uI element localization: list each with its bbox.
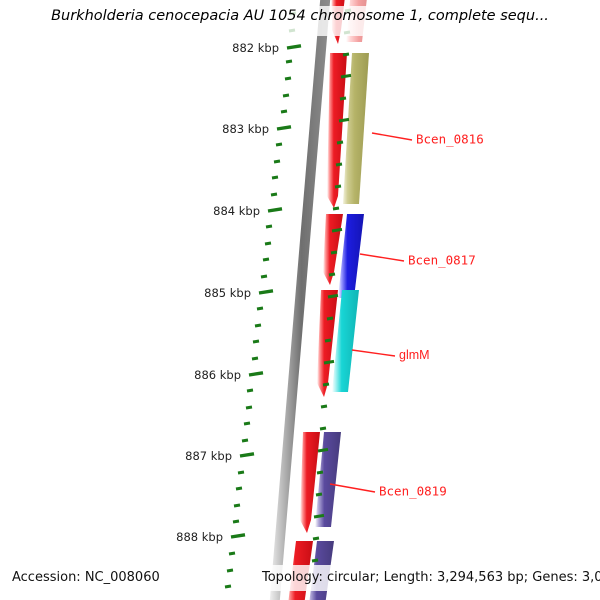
axis-tick-inner (319, 426, 327, 431)
axis-tick-label: 883 kbp (222, 122, 269, 136)
axis-tick-minor (273, 159, 281, 164)
axis-tick-minor (256, 306, 264, 311)
chromosome-backbone[interactable] (269, 0, 331, 600)
axis-tick-minor (232, 519, 240, 524)
axis-tick-inner (330, 250, 338, 255)
feature-leader-line (371, 132, 413, 141)
axis-tick-inner (317, 447, 329, 453)
axis-tick-inner (311, 558, 319, 563)
axis-tick-inner (336, 140, 344, 145)
feature-label[interactable]: Bcen_0816 (416, 131, 484, 147)
axis-tick-minor (284, 76, 292, 81)
axis-tick-inner (320, 404, 328, 409)
axis-tick-minor (264, 241, 272, 246)
axis-tick-inner (331, 227, 343, 233)
accession-text: Accession: NC_008060 (12, 570, 160, 585)
feature-leader-lines (329, 132, 413, 493)
axis-tick-label: 885 kbp (204, 286, 251, 300)
axis-tick-minor (245, 405, 253, 410)
axis-tick-label: 887 kbp (185, 449, 232, 463)
genome-summary-text: Topology: circular; Length: 3,294,563 bp… (262, 570, 600, 585)
axis-tick-minor (280, 109, 288, 114)
axis-tick-major (267, 207, 283, 213)
title-backdrop (0, 6, 600, 36)
axis-tick-minor (224, 584, 232, 589)
axis-tick-minor (246, 388, 254, 393)
feature-label[interactable]: Bcen_0819 (379, 483, 447, 499)
axis-tick-minor (285, 59, 293, 64)
axis-tick-inner (340, 73, 352, 79)
axis-tick-minor (275, 142, 283, 147)
axis-tick-major (258, 289, 274, 295)
axis-tick-minor (260, 274, 268, 279)
axis-tick-inner (334, 184, 342, 189)
axis-tick-major (248, 371, 264, 377)
page-title: Burkholderia cenocepacia AU 1054 chromos… (51, 8, 549, 24)
axis-tick-minor (233, 503, 241, 508)
axis-tick-inner (316, 470, 324, 475)
axis-tick-inner (313, 513, 325, 519)
gene-0816-khaki[interactable] (343, 53, 369, 204)
axis-tick-inner (326, 316, 334, 321)
axis-tick-label: 884 kbp (213, 204, 260, 218)
axis-tick-minor (270, 192, 278, 197)
axis-tick-inner (342, 52, 350, 57)
axis-tick-inner (312, 536, 320, 541)
feature-leader-line (359, 253, 405, 262)
gene-0816-red[interactable] (327, 53, 347, 208)
gene-glmM-red[interactable] (317, 290, 338, 397)
axis-tick-major (230, 533, 246, 539)
feature-leader-line (329, 483, 376, 493)
axis-tick-major (286, 44, 302, 50)
axis-tick-label: 888 kbp (176, 530, 223, 544)
axis-tick-label: 882 kbp (232, 41, 279, 55)
axis-tick-inner (338, 117, 350, 123)
axis-tick-inner (323, 359, 335, 365)
axis-tick-minor (254, 323, 262, 328)
axis-tick-minor (262, 257, 270, 262)
axis-tick-inner (322, 382, 330, 387)
axis-tick-minor (265, 224, 273, 229)
axis-tick-minor (241, 438, 249, 443)
axis-tick-major (239, 452, 255, 458)
axis-tick-inner (339, 96, 347, 101)
axis-tick-minor (235, 486, 243, 491)
axis-tick-inner (327, 293, 339, 299)
axis-tick-minor (237, 470, 245, 475)
axis-tick-inner (335, 162, 343, 167)
gene-glmM-cyan[interactable] (332, 290, 359, 392)
axis-tick-major (276, 125, 292, 131)
axis-tick-label: 886 kbp (194, 368, 241, 382)
axis-tick-minor (228, 551, 236, 556)
axis-tick-inner (332, 206, 340, 211)
gene-0817-blue[interactable] (338, 214, 364, 298)
feature-leader-line (351, 349, 396, 357)
gene-0819-purple[interactable] (315, 432, 341, 527)
axis-tick-minor (243, 421, 251, 426)
axis-tick-minor (251, 356, 259, 361)
axis-tick-minor (271, 175, 279, 180)
axis-tick-minor (282, 93, 290, 98)
axis-tick-minor (226, 568, 234, 573)
axis-tick-inner (324, 338, 332, 343)
axis-tick-inner (315, 492, 323, 497)
feature-label[interactable]: glmM (399, 348, 430, 362)
gene-0817-red[interactable] (323, 214, 343, 285)
gene-0819-red[interactable] (300, 432, 320, 533)
axis-tick-inner (328, 272, 336, 277)
feature-label[interactable]: Bcen_0817 (408, 252, 476, 268)
axis-tick-minor (252, 339, 260, 344)
